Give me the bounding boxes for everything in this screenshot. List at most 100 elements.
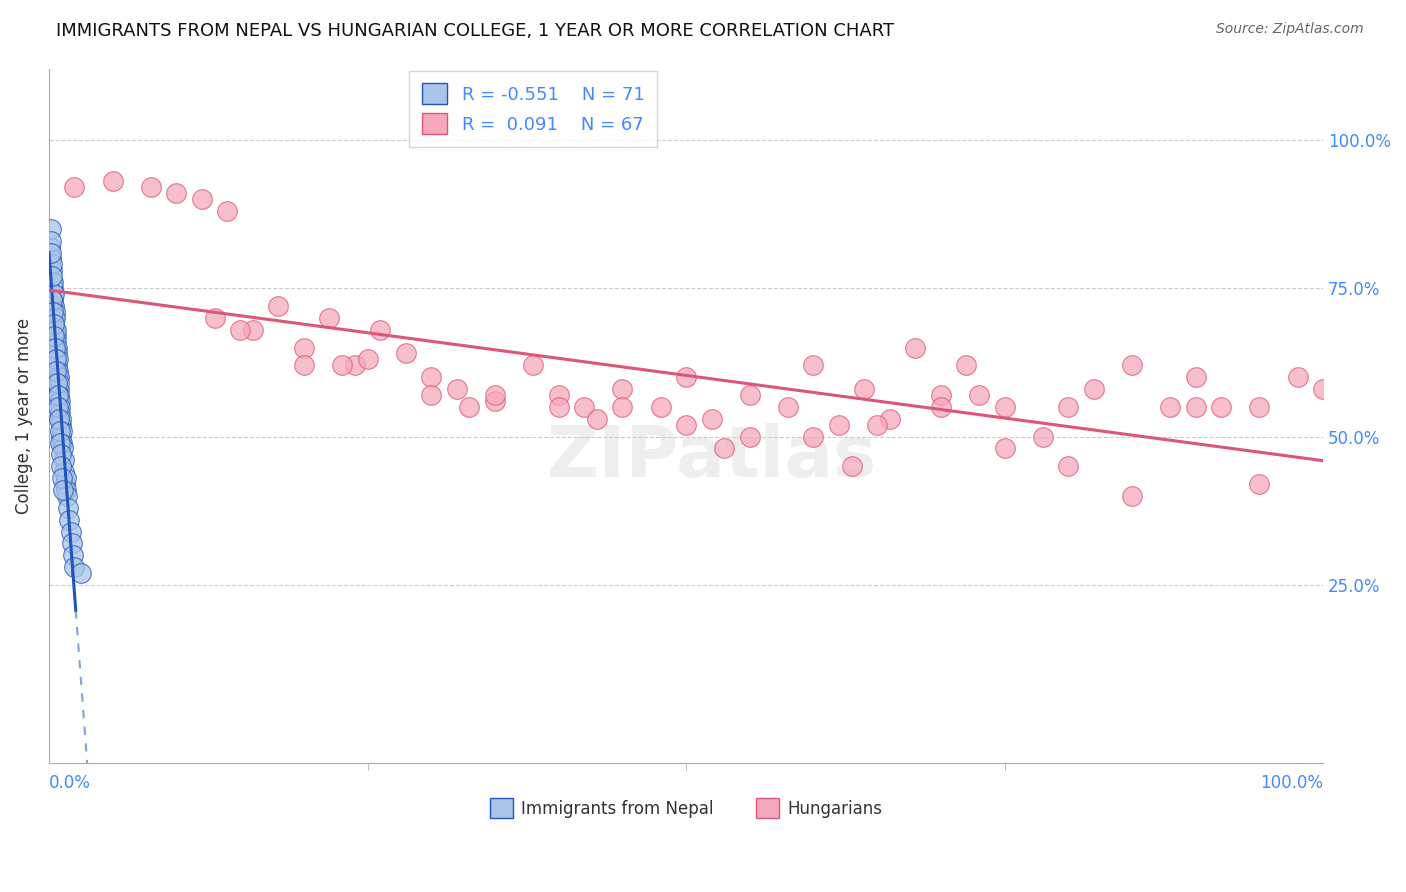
Point [612,382,634,396]
Point [42,317,65,331]
Point [738,388,761,402]
Point [42,293,65,307]
Point [955,359,977,373]
Point [1249,400,1271,414]
Point [45,364,67,378]
Point [39,234,62,248]
Point [484,394,506,409]
Point [713,442,735,456]
Point [41,269,63,284]
Point [803,359,825,373]
Point [39,252,62,266]
Point [46,359,69,373]
Point [62,549,84,563]
Point [1121,359,1143,373]
Point [191,192,214,206]
Point [48,376,70,391]
Text: IMMIGRANTS FROM NEPAL VS HUNGARIAN COLLEGE, 1 YEAR OR MORE CORRELATION CHART: IMMIGRANTS FROM NEPAL VS HUNGARIAN COLLE… [56,22,894,40]
Point [586,411,609,425]
Point [56,500,79,515]
Point [204,310,226,325]
Point [49,417,72,432]
Point [46,388,69,402]
Point [55,483,77,497]
Point [52,453,75,467]
Point [1159,400,1181,414]
Point [1249,477,1271,491]
Point [967,388,990,402]
Point [1184,400,1206,414]
Point [42,287,65,301]
Point [45,346,67,360]
Point [48,370,70,384]
Point [63,560,86,574]
Point [828,417,851,432]
Point [41,281,63,295]
Point [994,442,1017,456]
Point [48,382,70,396]
Point [39,239,62,253]
Point [51,471,73,485]
Point [46,370,69,384]
Point [1032,429,1054,443]
Point [1057,400,1080,414]
Point [803,429,825,443]
Point [45,328,67,343]
Point [44,310,66,325]
Point [101,174,124,188]
Point [841,459,863,474]
Point [44,287,66,301]
Point [139,180,162,194]
Point [46,364,69,378]
Point [165,186,187,201]
Point [1057,459,1080,474]
Point [879,411,901,425]
Point [292,359,315,373]
Point [63,180,86,194]
Point [994,400,1017,414]
Point [44,328,66,343]
Point [700,411,723,425]
Point [1083,382,1105,396]
Point [45,352,67,367]
Point [56,489,79,503]
Point [49,429,72,443]
Point [267,299,290,313]
Point [1121,489,1143,503]
Point [343,359,366,373]
Point [49,394,72,409]
Point [48,388,70,402]
Point [1312,382,1334,396]
Point [866,417,889,432]
Point [45,323,67,337]
Point [522,359,544,373]
Point [330,359,353,373]
Point [51,459,73,474]
Point [42,310,65,325]
Point [48,411,70,425]
Text: Source: ZipAtlas.com: Source: ZipAtlas.com [1216,22,1364,37]
Point [420,370,443,384]
Point [49,400,72,414]
Point [675,370,697,384]
Point [853,382,876,396]
Point [547,388,569,402]
Point [44,323,66,337]
Point [612,400,634,414]
Text: ZIPatlas: ZIPatlas [547,423,876,492]
Point [52,483,75,497]
Point [39,245,62,260]
Point [42,275,65,289]
Point [42,305,65,319]
Point [458,400,481,414]
Point [59,524,82,539]
Point [229,323,252,337]
Point [395,346,418,360]
Point [44,305,66,319]
Point [1184,370,1206,384]
Point [51,435,73,450]
Point [46,376,69,391]
Point [53,477,76,491]
Point [242,323,264,337]
Point [55,471,77,485]
